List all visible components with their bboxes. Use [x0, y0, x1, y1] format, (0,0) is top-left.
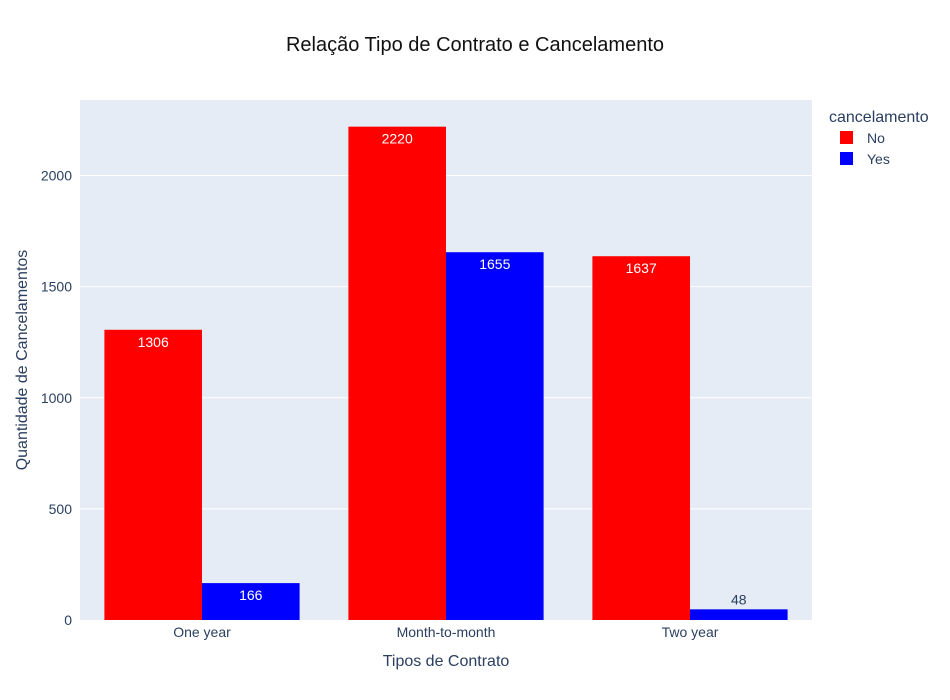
legend-swatch-no[interactable]: [840, 131, 853, 144]
x-tick-label: Month-to-month: [397, 624, 496, 640]
bar-yes[interactable]: [446, 252, 544, 620]
y-axis-title: Quantidade de Cancelamentos: [14, 250, 31, 471]
bar-value-label: 166: [239, 587, 263, 603]
bar-value-label: 1637: [626, 260, 657, 276]
bar-yes[interactable]: [690, 609, 788, 620]
bar-no[interactable]: [104, 329, 202, 620]
bar-yes[interactable]: [202, 583, 300, 620]
y-tick-labels: 0 500 1000 1500 2000: [41, 168, 72, 628]
bar-value-label: 1306: [138, 334, 169, 350]
legend-label-yes[interactable]: Yes: [867, 151, 890, 167]
legend-label-no[interactable]: No: [867, 130, 885, 146]
y-tick-label: 1000: [41, 390, 72, 406]
y-tick-label: 2000: [41, 168, 72, 184]
bar-value-label: 48: [731, 591, 747, 607]
legend: cancelamento No Yes: [829, 109, 929, 167]
x-tick-labels: One year Month-to-month Two year: [173, 624, 719, 640]
x-axis-title: Tipos de Contrato: [383, 653, 510, 670]
bar-labels: 1306 166 2220 1655 1637 48: [138, 131, 747, 608]
bar-no[interactable]: [592, 256, 690, 620]
y-tick-label: 0: [64, 612, 72, 628]
legend-swatch-yes[interactable]: [840, 152, 853, 165]
bar-value-label: 1655: [479, 256, 510, 272]
x-tick-label: Two year: [662, 624, 719, 640]
legend-title: cancelamento: [829, 109, 929, 126]
bar-no[interactable]: [348, 126, 446, 621]
bar-value-label: 2220: [382, 131, 413, 147]
chart-title: Relação Tipo de Contrato e Cancelamento: [286, 34, 664, 56]
bars: [104, 126, 788, 621]
y-tick-label: 1500: [41, 279, 72, 295]
y-tick-label: 500: [49, 501, 73, 517]
x-tick-label: One year: [173, 624, 231, 640]
